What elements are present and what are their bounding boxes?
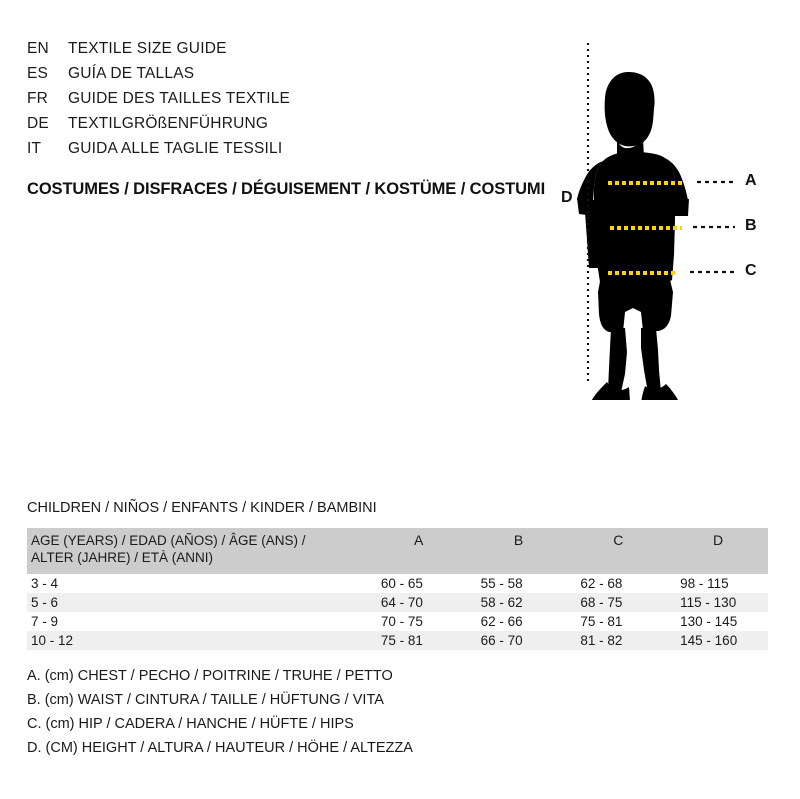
language-title-fr: GUIDE DES TAILLES TEXTILE (68, 90, 291, 107)
cell-hip: 75 - 81 (580, 614, 623, 629)
column-header-a-label: A (414, 532, 424, 548)
cell-chest: 60 - 65 (380, 576, 423, 591)
language-row-fr: FR GUIDE DES TAILLES TEXTILE (27, 90, 497, 115)
cell-chest: 70 - 75 (380, 614, 423, 629)
language-title-es: GUÍA DE TALLAS (68, 65, 195, 82)
legend-item-a: A. (cm) CHEST / PECHO / POITRINE / TRUHE… (27, 668, 393, 684)
column-header-d: D (668, 528, 768, 574)
legend-item-b: B. (cm) WAIST / CINTURA / TAILLE / HÜFTU… (27, 692, 384, 708)
language-code-en: EN (27, 40, 49, 57)
legend-item-d: D. (CM) HEIGHT / ALTURA / HAUTEUR / HÖHE… (27, 740, 413, 756)
language-row-de: DE TEXTILGRÖßENFÜHRUNG (27, 115, 497, 140)
language-code-fr: FR (27, 90, 49, 107)
costumes-subtitle: COSTUMES / DISFRACES / DÉGUISEMENT / KOS… (27, 180, 546, 198)
table-row: 7 - 9 70 - 75 62 - 66 75 - 81 130 - 145 (27, 612, 768, 631)
legend-item-c: C. (cm) HIP / CADERA / HANCHE / HÜFTE / … (27, 716, 354, 732)
language-code-de: DE (27, 115, 49, 132)
language-row-it: IT GUIDA ALLE TAGLIE TESSILI (27, 140, 497, 165)
column-header-d-label: D (713, 532, 724, 548)
column-header-b: B (469, 528, 569, 574)
cell-waist: 58 - 62 (480, 595, 523, 610)
size-table-header-row: AGE (YEARS) / EDAD (AÑOS) / ÂGE (ANS) / … (27, 528, 768, 574)
cell-height: 115 - 130 (680, 595, 737, 610)
cell-height: 145 - 160 (680, 633, 738, 648)
cell-height: 98 - 115 (680, 576, 729, 591)
cell-hip: 68 - 75 (580, 595, 623, 610)
size-table-body: 3 - 4 60 - 65 55 - 58 62 - 68 98 - 115 5… (27, 574, 768, 650)
cell-age: 5 - 6 (31, 595, 59, 610)
language-code-it: IT (27, 140, 42, 157)
figure-label-a: A (745, 172, 757, 189)
column-header-c-label: C (613, 532, 624, 548)
measurement-figure: A B C D (545, 30, 790, 400)
measurement-legend: A. (cm) CHEST / PECHO / POITRINE / TRUHE… (27, 664, 547, 760)
language-title-en: TEXTILE SIZE GUIDE (68, 40, 227, 57)
size-table: AGE (YEARS) / EDAD (AÑOS) / ÂGE (ANS) / … (27, 528, 768, 650)
figure-label-b: B (745, 217, 757, 234)
cell-age: 10 - 12 (31, 633, 74, 648)
column-header-a: A (369, 528, 469, 574)
language-code-es: ES (27, 65, 49, 82)
language-row-es: ES GUÍA DE TALLAS (27, 65, 497, 90)
column-header-age-line2: ALTER (JAHRE) / ETÀ (ANNI) (31, 550, 214, 565)
cell-waist: 55 - 58 (480, 576, 523, 591)
size-table-head: AGE (YEARS) / EDAD (AÑOS) / ÂGE (ANS) / … (27, 528, 768, 574)
table-row: 10 - 12 75 - 81 66 - 70 81 - 82 145 - 16… (27, 631, 768, 650)
table-row: 3 - 4 60 - 65 55 - 58 62 - 68 98 - 115 (27, 574, 768, 593)
cell-age: 3 - 4 (31, 576, 59, 591)
cell-hip: 81 - 82 (580, 633, 623, 648)
figure-label-d: D (561, 189, 573, 206)
language-title-de: TEXTILGRÖßENFÜHRUNG (68, 115, 269, 132)
column-header-age-line1: AGE (YEARS) / EDAD (AÑOS) / ÂGE (ANS) / (31, 533, 306, 548)
cell-age: 7 - 9 (31, 614, 59, 629)
table-caption-children: CHILDREN / NIÑOS / ENFANTS / KINDER / BA… (27, 500, 377, 516)
column-header-b-label: B (513, 532, 524, 548)
language-title-list: EN TEXTILE SIZE GUIDE ES GUÍA DE TALLAS … (27, 40, 497, 165)
figure-label-c: C (745, 262, 757, 279)
child-silhouette-icon (577, 43, 735, 400)
cell-hip: 62 - 68 (580, 576, 623, 591)
cell-waist: 62 - 66 (480, 614, 523, 629)
language-title-it: GUIDA ALLE TAGLIE TESSILI (68, 140, 283, 157)
cell-chest: 75 - 81 (380, 633, 423, 648)
language-row-en: EN TEXTILE SIZE GUIDE (27, 40, 497, 65)
cell-height: 130 - 145 (680, 614, 738, 629)
cell-chest: 64 - 70 (380, 595, 423, 610)
column-header-age: AGE (YEARS) / EDAD (AÑOS) / ÂGE (ANS) / … (27, 528, 369, 574)
cell-waist: 66 - 70 (480, 633, 523, 648)
table-row: 5 - 6 64 - 70 58 - 62 68 - 75 115 - 130 (27, 593, 768, 612)
column-header-c: C (568, 528, 668, 574)
